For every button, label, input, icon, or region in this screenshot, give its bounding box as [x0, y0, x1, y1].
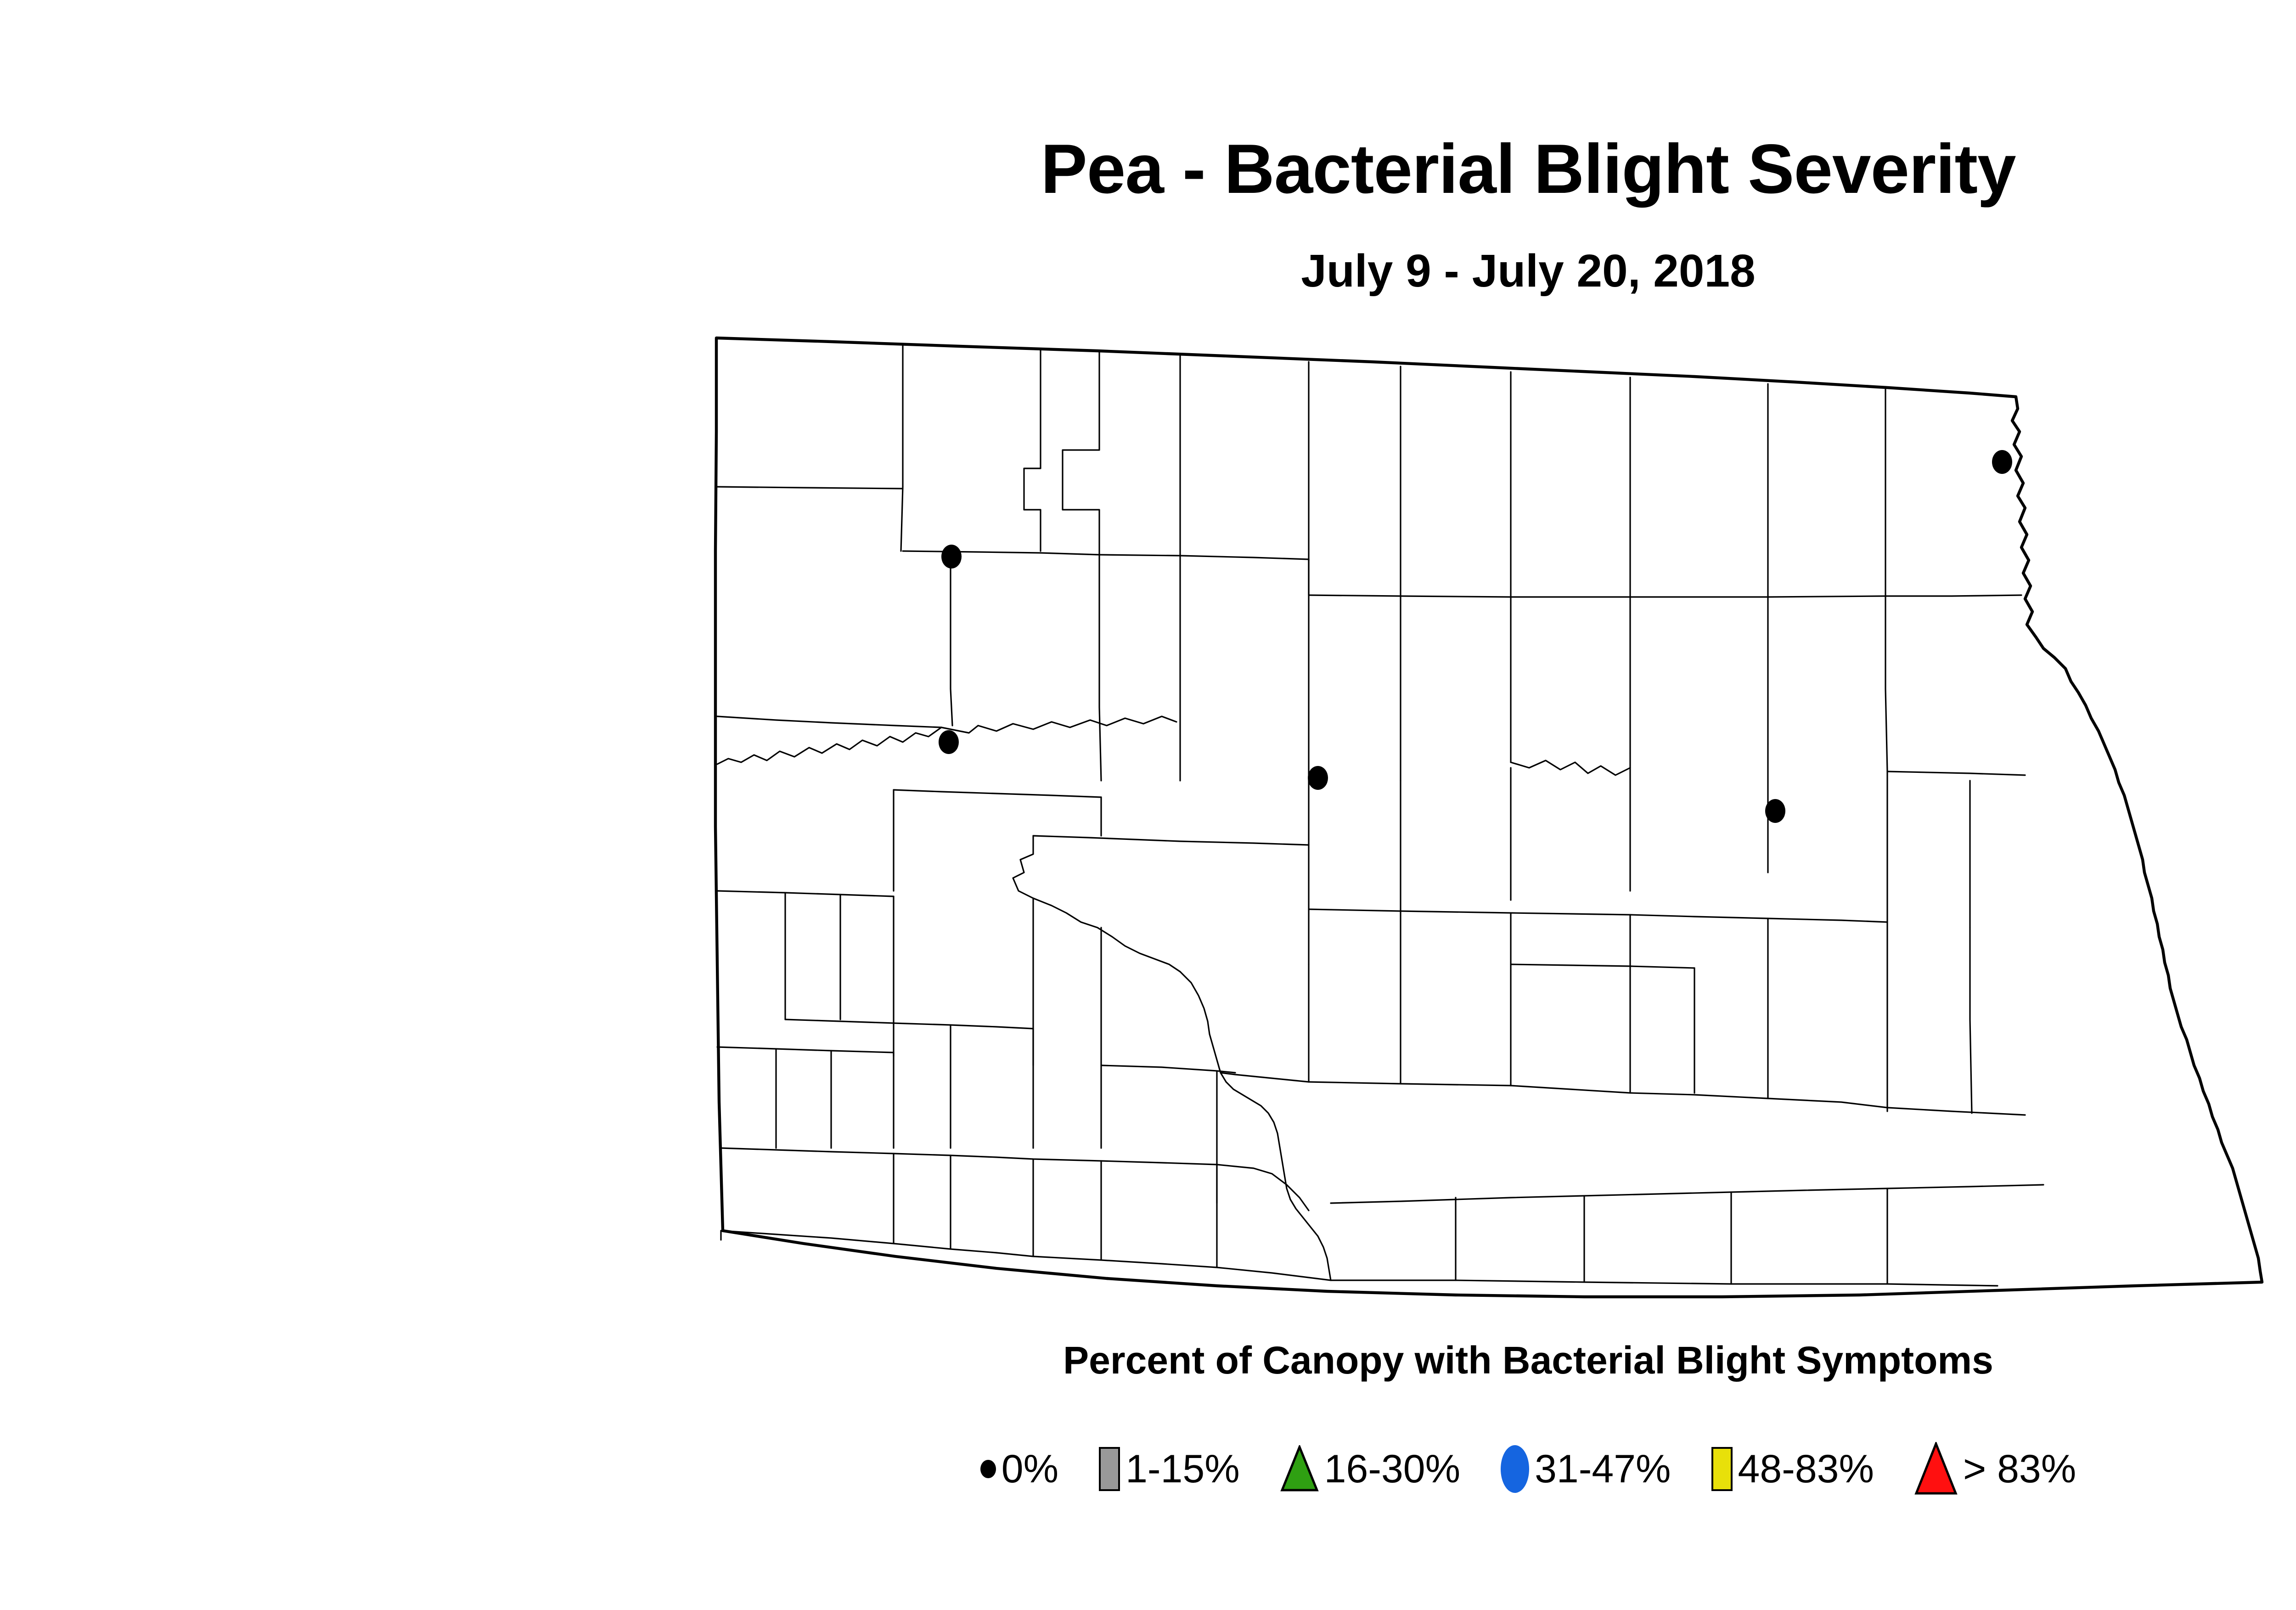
triangle-icon	[1914, 1442, 1958, 1496]
data-point-0pct[interactable]	[1992, 450, 2012, 474]
legend-title: Percent of Canopy with Bacterial Blight …	[1063, 1339, 1993, 1382]
triangle-icon	[1280, 1445, 1319, 1493]
county-boundaries	[714, 336, 2264, 1299]
legend-label-5: > 83%	[1963, 1447, 2077, 1491]
date-range-subtitle: July 9 - July 20, 2018	[1301, 245, 1756, 297]
north-dakota-county-map	[666, 321, 2296, 1332]
circle-icon	[1501, 1445, 1530, 1493]
square-icon	[1099, 1447, 1120, 1491]
square-icon	[1711, 1447, 1733, 1491]
data-points	[939, 450, 2012, 823]
legend-label-1: 1-15%	[1125, 1447, 1240, 1491]
legend-item-5[interactable]: > 83%	[1914, 1442, 2076, 1496]
map-svg	[714, 336, 2264, 1299]
legend: 0% 1-15% 16-30% 31-47% 48-83%	[0, 1442, 2296, 1496]
filled-circle-small-icon	[980, 1460, 996, 1478]
page-title: Pea - Bacterial Blight Severity	[1041, 130, 2016, 208]
data-point-0pct[interactable]	[939, 730, 959, 754]
data-point-0pct[interactable]	[1765, 799, 1785, 823]
legend-item-2[interactable]: 16-30%	[1280, 1445, 1460, 1493]
legend-label-0: 0%	[1001, 1447, 1059, 1491]
legend-item-0[interactable]: 0%	[980, 1449, 1058, 1489]
data-point-0pct[interactable]	[941, 545, 962, 569]
legend-label-2: 16-30%	[1324, 1447, 1461, 1491]
legend-item-3[interactable]: 31-47%	[1501, 1445, 1671, 1493]
state-outline	[714, 336, 2264, 1299]
legend-label-3: 31-47%	[1535, 1447, 1671, 1491]
data-point-0pct[interactable]	[1308, 766, 1328, 790]
legend-item-4[interactable]: 48-83%	[1711, 1447, 1874, 1491]
legend-label-4: 48-83%	[1738, 1447, 1874, 1491]
legend-item-1[interactable]: 1-15%	[1099, 1447, 1240, 1491]
